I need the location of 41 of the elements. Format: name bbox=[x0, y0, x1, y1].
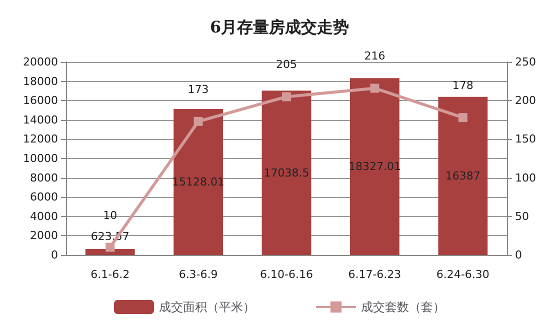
y-tick-label: 20000 bbox=[23, 56, 58, 68]
y2-tick-label: 50 bbox=[515, 210, 529, 223]
y-tick-label: 10000 bbox=[23, 152, 58, 165]
x-tick-label: 6.24-6.30 bbox=[436, 268, 490, 281]
point bbox=[194, 116, 203, 126]
y-tick-label: 4000 bbox=[30, 210, 58, 223]
x-tick-label: 6.17-6.23 bbox=[348, 268, 402, 281]
y-tick-label: 8000 bbox=[30, 171, 58, 184]
y-tick-label: 18000 bbox=[23, 74, 58, 88]
data-label: 16387 bbox=[445, 169, 480, 182]
y-tick-label: 2000 bbox=[30, 229, 58, 242]
data-label: 216 bbox=[364, 50, 386, 63]
data-label: 17038.5 bbox=[264, 166, 310, 180]
y-tick-label: 14000 bbox=[23, 113, 58, 126]
point bbox=[282, 92, 291, 102]
point bbox=[370, 84, 380, 93]
data-label: 205 bbox=[276, 58, 297, 72]
y2-tick-label: 0 bbox=[515, 248, 522, 262]
legend-label: 成交面积（平米） bbox=[159, 300, 255, 314]
y-tick-label: 0 bbox=[51, 248, 58, 262]
point bbox=[106, 242, 115, 252]
y2-tick-label: 250 bbox=[515, 56, 536, 68]
bar bbox=[350, 78, 400, 255]
y-tick-label: 6000 bbox=[30, 190, 58, 204]
point bbox=[458, 113, 468, 122]
data-label: 173 bbox=[188, 82, 209, 96]
legend-label: 成交套数（套） bbox=[361, 300, 445, 314]
data-label: 178 bbox=[452, 79, 474, 92]
x-tick-label: 6.3-6.9 bbox=[178, 268, 218, 281]
y2-tick-label: 200 bbox=[515, 94, 536, 108]
y-tick-label: 12000 bbox=[23, 132, 58, 146]
x-tick-label: 6.10-6.16 bbox=[260, 268, 313, 281]
x-tick-label: 6.1-6.2 bbox=[90, 268, 130, 281]
y2-tick-label: 150 bbox=[515, 132, 536, 146]
chart-title: 6月存量房成交走势 bbox=[210, 18, 350, 36]
bar bbox=[438, 96, 488, 255]
data-label: 10 bbox=[103, 208, 118, 222]
y-tick-label: 16000 bbox=[23, 94, 58, 108]
bar bbox=[174, 109, 223, 255]
y2-tick-label: 100 bbox=[515, 171, 536, 184]
bar bbox=[262, 90, 312, 255]
